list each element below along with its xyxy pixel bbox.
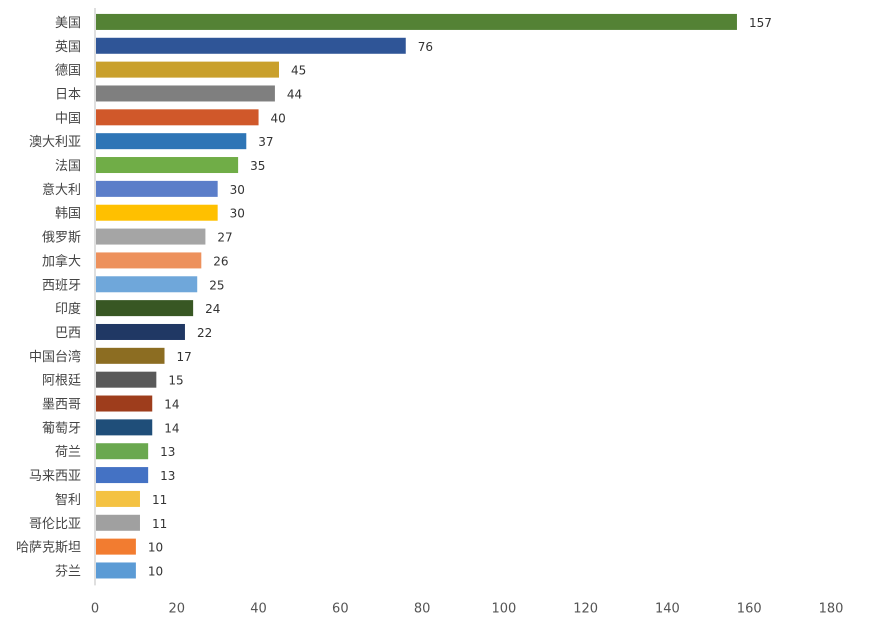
bar xyxy=(96,347,165,364)
category-label: 哥伦比亚 xyxy=(29,517,81,532)
bars-layer xyxy=(96,13,737,579)
bar xyxy=(96,371,157,388)
category-label: 哈萨克斯坦 xyxy=(16,541,81,556)
category-label: 澳大利亚 xyxy=(29,134,81,150)
category-label: 芬兰 xyxy=(55,564,81,579)
bar xyxy=(96,37,406,54)
bar xyxy=(96,204,218,221)
x-tick-labels: 0 20 40 60 80 100 120 140 160 180 xyxy=(91,601,844,616)
category-label: 俄罗斯 xyxy=(42,231,81,246)
x-tick-label: 100 xyxy=(491,601,516,616)
bar xyxy=(96,538,136,555)
category-label: 日本 xyxy=(55,87,81,102)
data-label: 37 xyxy=(258,135,273,149)
data-label: 25 xyxy=(209,278,224,292)
x-tick-label: 0 xyxy=(91,601,99,616)
x-tick-label: 80 xyxy=(414,601,431,616)
category-label: 加拿大 xyxy=(42,253,81,269)
x-tick-label: 20 xyxy=(169,601,186,616)
category-label: 韩国 xyxy=(55,207,81,222)
category-label: 巴西 xyxy=(55,326,81,341)
category-label: 法国 xyxy=(55,159,81,174)
bar xyxy=(96,252,202,269)
x-tick-label: 180 xyxy=(819,601,844,616)
bar xyxy=(96,13,737,30)
bar xyxy=(96,490,140,507)
data-label: 10 xyxy=(148,564,163,578)
bar xyxy=(96,133,247,150)
bar xyxy=(96,109,259,126)
x-tick-label: 160 xyxy=(737,601,762,616)
data-label: 14 xyxy=(164,398,179,412)
category-label: 印度 xyxy=(55,301,81,317)
bar xyxy=(96,276,198,293)
data-label: 26 xyxy=(213,254,228,268)
bar xyxy=(96,395,153,412)
category-label: 马来西亚 xyxy=(29,469,81,484)
bar xyxy=(96,157,239,174)
x-tick-label: 140 xyxy=(655,601,680,616)
category-label: 意大利 xyxy=(42,182,81,198)
bar xyxy=(96,300,194,317)
category-label: 墨西哥 xyxy=(42,398,81,413)
category-label: 阿根廷 xyxy=(42,374,81,389)
x-tick-label: 120 xyxy=(573,601,598,616)
category-label: 英国 xyxy=(55,40,81,55)
category-label: 葡萄牙 xyxy=(42,421,81,436)
data-label: 13 xyxy=(160,445,175,459)
x-tick-label: 40 xyxy=(250,601,267,616)
data-label: 35 xyxy=(250,159,265,173)
bar xyxy=(96,467,149,484)
data-label: 40 xyxy=(271,111,286,125)
data-label: 17 xyxy=(177,350,192,364)
data-label: 15 xyxy=(168,374,183,388)
bar xyxy=(96,85,275,102)
bar xyxy=(96,562,136,579)
data-label: 24 xyxy=(205,302,220,316)
data-label: 30 xyxy=(230,183,245,197)
x-tick-label: 60 xyxy=(332,601,349,616)
data-label: 30 xyxy=(230,207,245,221)
data-label: 14 xyxy=(164,421,179,435)
data-label: 44 xyxy=(287,87,302,101)
data-label: 13 xyxy=(160,469,175,483)
data-label: 27 xyxy=(217,231,232,245)
data-label: 22 xyxy=(197,326,212,340)
bar xyxy=(96,443,149,460)
category-label: 美国 xyxy=(55,16,81,31)
category-label: 西班牙 xyxy=(42,278,81,293)
bar xyxy=(96,419,153,436)
data-label: 76 xyxy=(418,40,433,54)
bar xyxy=(96,514,140,531)
category-label: 智利 xyxy=(55,493,81,508)
bar xyxy=(96,323,185,340)
category-label: 中国台湾 xyxy=(29,349,81,365)
category-label: 荷兰 xyxy=(55,445,81,460)
category-label: 德国 xyxy=(55,64,81,79)
data-label: 45 xyxy=(291,64,306,78)
data-label: 11 xyxy=(152,517,167,531)
bar xyxy=(96,180,218,197)
data-label: 11 xyxy=(152,493,167,507)
data-label: 10 xyxy=(148,541,163,555)
bar xyxy=(96,228,206,245)
category-labels: 美国英国德国日本中国澳大利亚法国意大利韩国俄罗斯加拿大西班牙印度巴西中国台湾阿根… xyxy=(16,16,81,580)
data-label: 157 xyxy=(749,16,772,30)
bar xyxy=(96,61,279,78)
category-label: 中国 xyxy=(55,111,81,126)
